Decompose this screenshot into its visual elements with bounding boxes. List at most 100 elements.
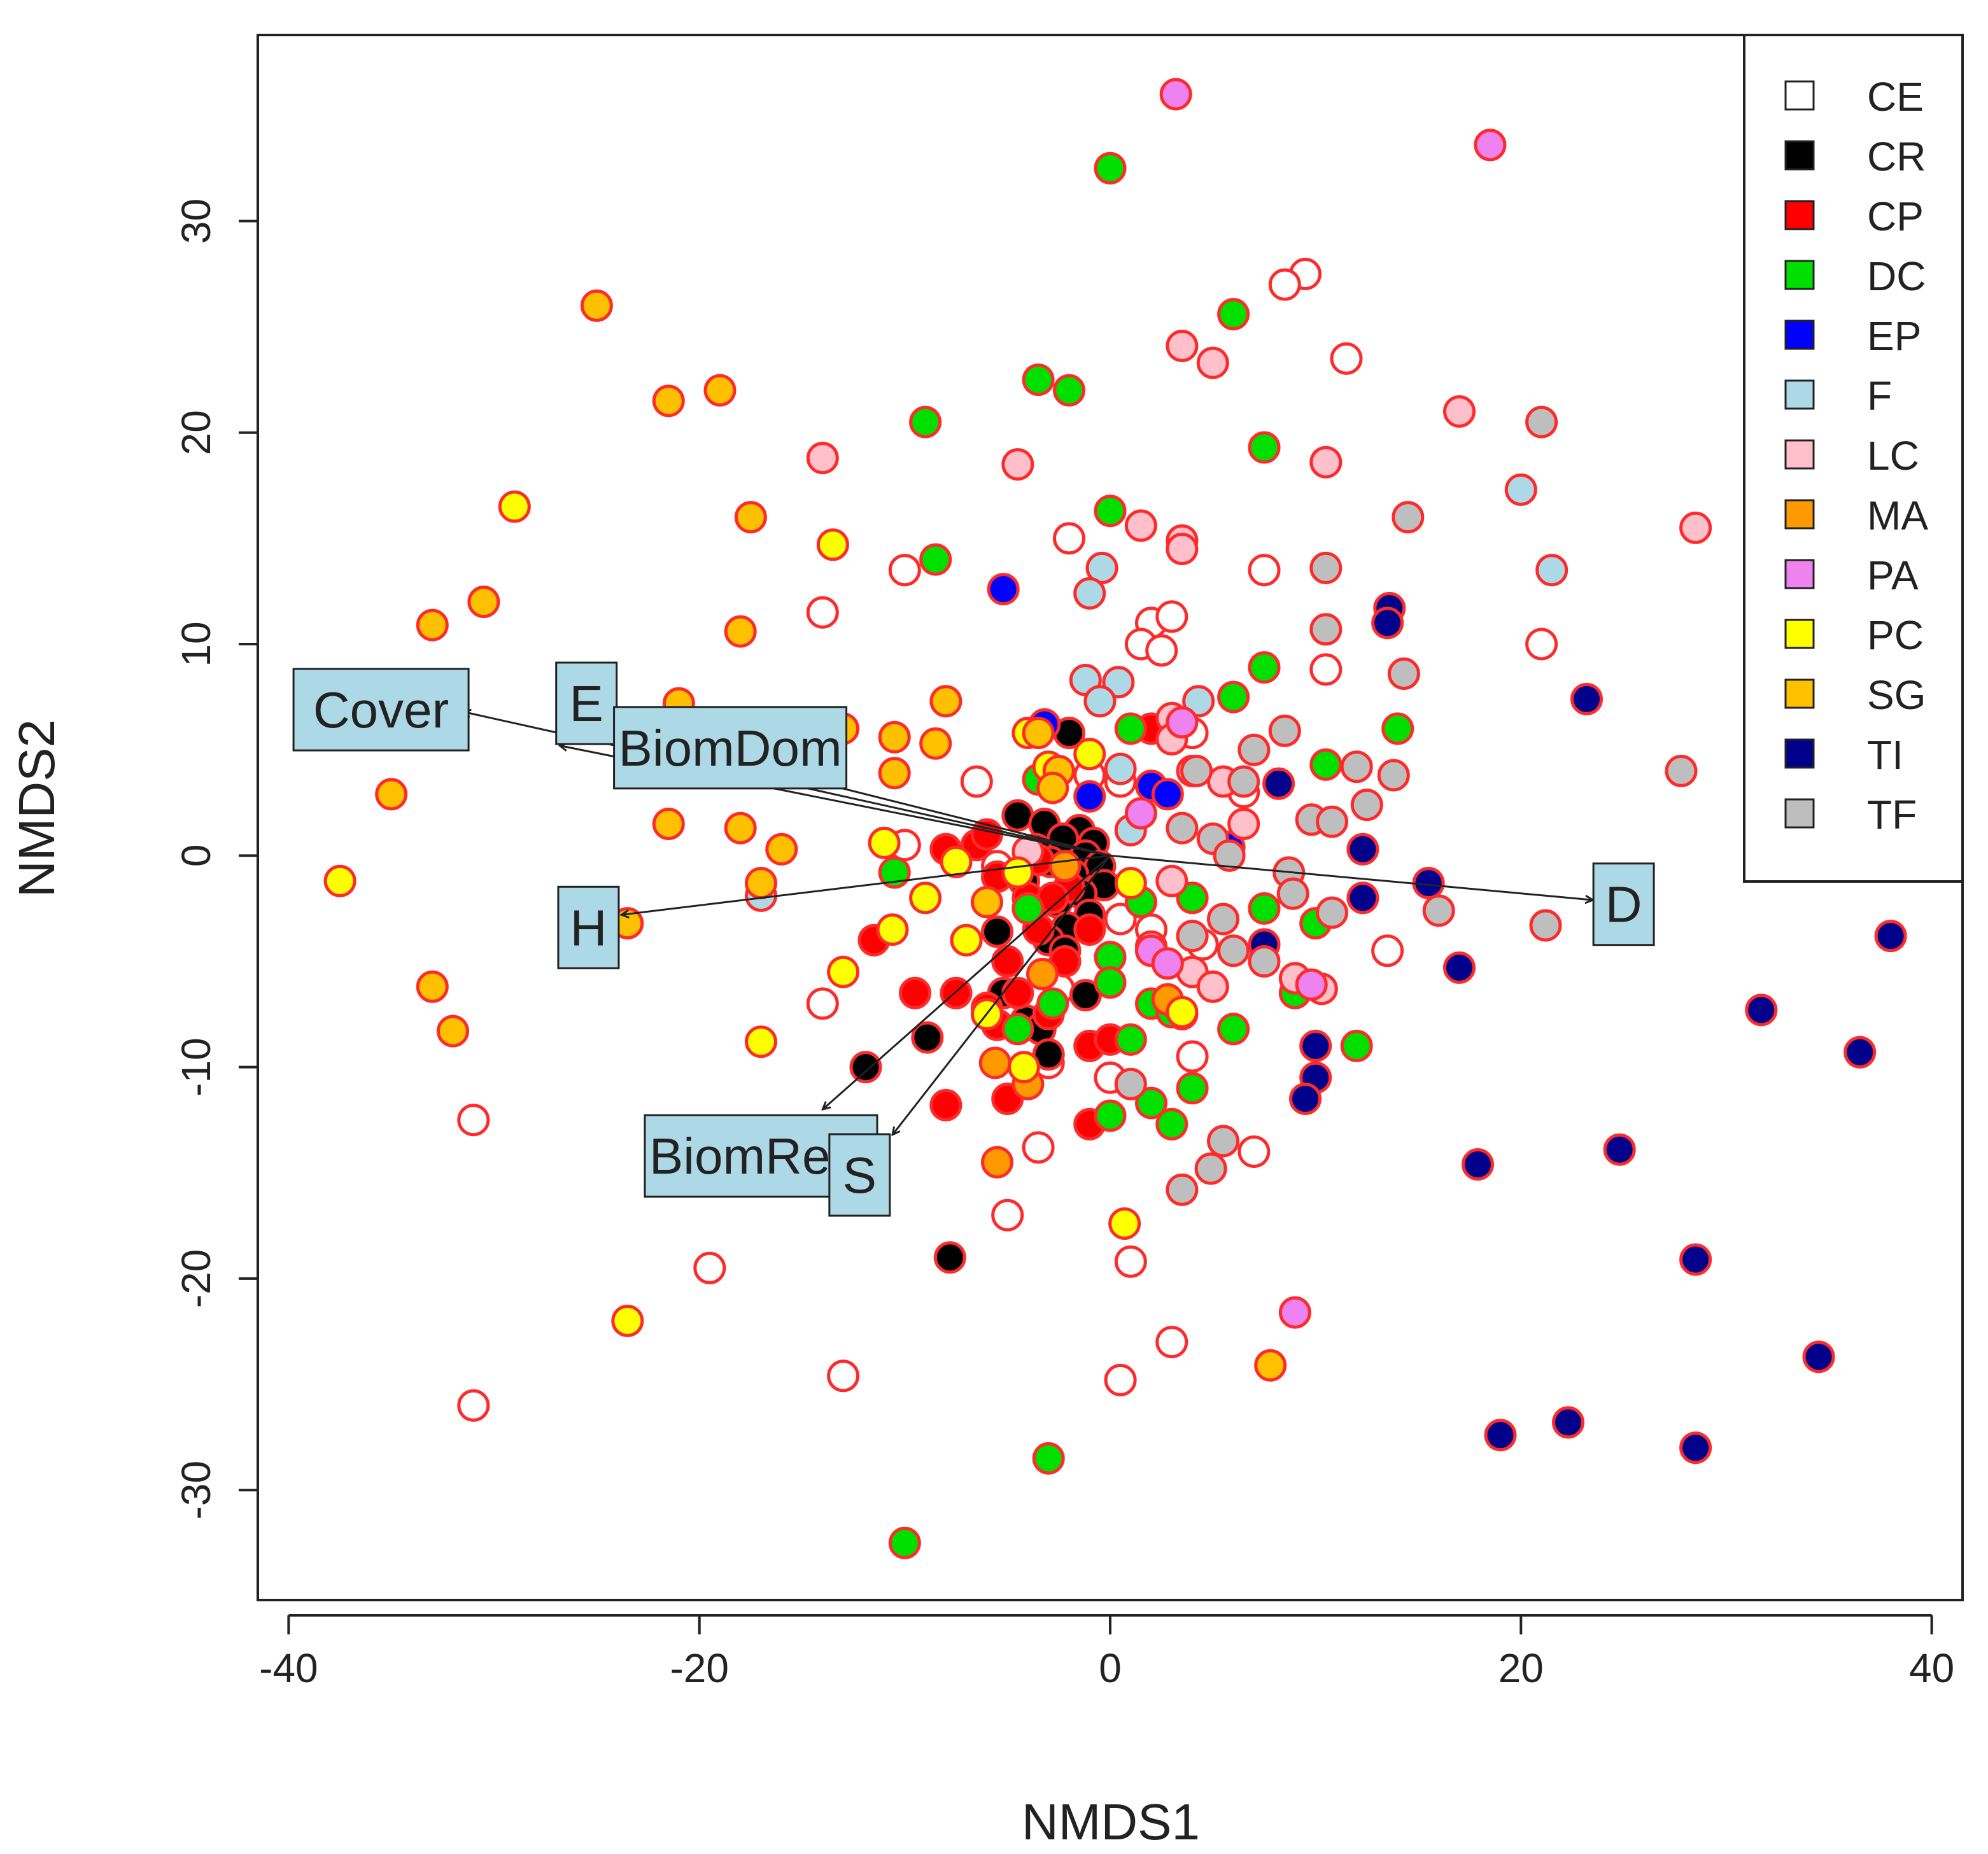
legend-label: CE [1867, 74, 1924, 120]
point-ma [1026, 957, 1059, 990]
point-dc [1022, 363, 1055, 397]
point-dc [1114, 712, 1147, 745]
point-dc [1381, 712, 1414, 745]
point-ma [981, 1146, 1013, 1179]
legend-label: CR [1867, 134, 1926, 179]
point-pc [827, 955, 860, 988]
point-f [1083, 685, 1117, 718]
vector-arrow-h [621, 854, 1111, 915]
point-tf [1340, 750, 1373, 783]
point-ce [1371, 934, 1404, 967]
point-ti [1462, 1148, 1494, 1181]
point-pc [909, 881, 942, 915]
point-dc [1094, 495, 1127, 528]
point-tf [1114, 1067, 1147, 1100]
point-cp [1073, 913, 1106, 946]
point-ce [457, 1389, 490, 1422]
x-tick-label: -20 [670, 1645, 729, 1691]
vector-arrow-biomrem [822, 855, 1111, 1109]
point-ce [827, 1359, 860, 1393]
point-pc [868, 826, 901, 859]
legend-label: PA [1867, 552, 1919, 598]
point-dc [1309, 748, 1343, 781]
point-dc [888, 1526, 921, 1559]
point-sg [970, 885, 1003, 918]
point-ti [1874, 920, 1907, 953]
legend-item-lc: LC [1784, 433, 1919, 479]
vector-label-biomdom: BiomDom [613, 706, 848, 790]
point-pc [323, 864, 356, 897]
point-sg [734, 501, 767, 534]
point-dc [1340, 1029, 1373, 1062]
point-sg [580, 289, 613, 322]
point-dc [1217, 680, 1250, 713]
legend-item-tf: TF [1784, 792, 1917, 838]
vector-label-text: Cover [313, 682, 449, 738]
y-tick-label: -20 [173, 1249, 219, 1309]
legend-swatch [1784, 200, 1815, 230]
point-pc [498, 490, 531, 523]
vector-arrow-d [1110, 854, 1593, 900]
legend-item-f: F [1784, 373, 1892, 419]
point-f [1504, 473, 1537, 506]
legend-label: CP [1867, 193, 1924, 239]
point-lc [806, 442, 839, 475]
point-cp [991, 945, 1024, 978]
legend-label: EP [1867, 313, 1921, 359]
vector-label-text: D [1605, 876, 1642, 933]
legend-item-pa: PA [1784, 552, 1919, 598]
point-ti [1371, 607, 1404, 640]
point-f [1104, 752, 1137, 785]
legend-swatch [1784, 320, 1815, 350]
legend-item-ce: CE [1784, 74, 1924, 120]
point-sg [919, 727, 952, 760]
vector-label-box [613, 706, 848, 790]
legend-swatch [1784, 619, 1815, 649]
point-ce [693, 1251, 726, 1284]
y-tick-label: 10 [173, 621, 219, 666]
series-pa [1124, 78, 1507, 1329]
point-tf [1316, 896, 1348, 929]
point-ep [1073, 780, 1106, 813]
x-axis-title: NMDS1 [1022, 1794, 1200, 1850]
vector-label-text: H [570, 899, 607, 956]
point-ce [806, 987, 839, 1020]
point-ce [991, 1198, 1024, 1232]
legend-swatch [1784, 439, 1815, 470]
point-sg [929, 685, 962, 718]
series-ti [1248, 592, 1907, 1464]
point-pc [940, 845, 973, 878]
point-dc [1217, 298, 1250, 331]
point-tf [1237, 733, 1271, 766]
point-ce [1145, 634, 1178, 667]
legend-label: TF [1867, 792, 1917, 838]
vector-label-cover: Cover [292, 668, 470, 752]
point-f [1073, 577, 1106, 610]
x-tick-label: 0 [1099, 1645, 1122, 1691]
point-dc [1135, 1086, 1167, 1120]
point-ti [1802, 1340, 1835, 1373]
point-lc [1124, 509, 1157, 542]
point-dc [1094, 1099, 1127, 1132]
vector-label-box [292, 668, 470, 752]
point-pa [1124, 797, 1157, 830]
point-dc [909, 405, 942, 439]
point-dc [1176, 881, 1209, 915]
legend-swatch [1784, 798, 1815, 829]
point-dc [919, 543, 952, 576]
point-sg [416, 970, 449, 1003]
point-sg [765, 832, 798, 866]
point-lc [1679, 511, 1712, 544]
point-ce [960, 765, 993, 798]
y-tick-label: -30 [173, 1461, 219, 1520]
point-pc [1008, 1051, 1040, 1084]
point-dc [1248, 651, 1281, 684]
point-ti [1745, 994, 1778, 1027]
legend-item-cr: CR [1784, 134, 1926, 179]
point-ti [1679, 1243, 1712, 1276]
point-lc [1155, 864, 1188, 897]
point-ce [1114, 1245, 1147, 1278]
point-tf [1392, 501, 1425, 534]
point-sg [1036, 771, 1069, 804]
